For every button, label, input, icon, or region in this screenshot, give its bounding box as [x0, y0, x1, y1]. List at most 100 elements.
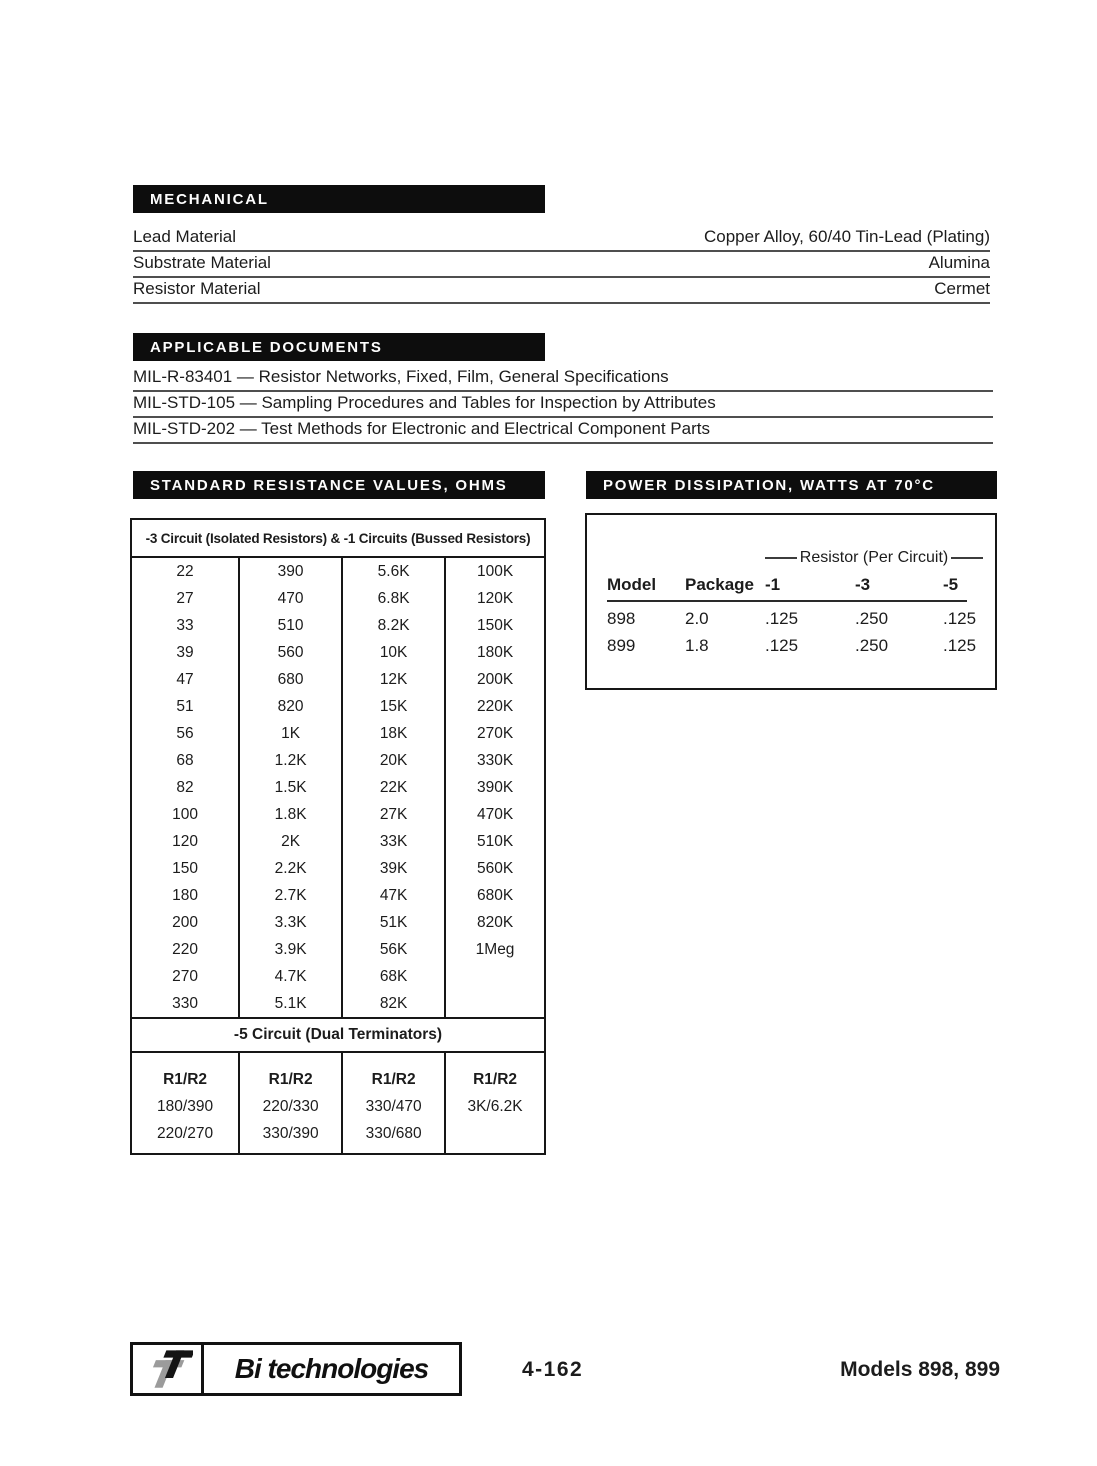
resistance-cell: 8.2K: [341, 612, 446, 639]
resistance-cell: 1K: [238, 720, 343, 747]
span-right-rule: [951, 557, 983, 559]
spec-value: Alumina: [928, 253, 990, 272]
resistance-row: 27 470 6.8K 120K: [132, 585, 544, 612]
resistance-cell: 1.5K: [238, 774, 343, 801]
resistance-row: 22 390 5.6K 100K: [132, 558, 544, 585]
dual-terminator-grid: R1/R2 R1/R2 R1/R2 R1/R2 180/390 220/330 330/4…: [132, 1053, 544, 1153]
applicable-documents-list: MIL-R-83401 — Resistor Networks, Fixed, …: [133, 366, 993, 444]
power-col-header: -5: [943, 575, 959, 594]
power-cell: 1.8: [685, 636, 709, 655]
resistance-cell: 33K: [341, 828, 446, 855]
dual-terminator-head-row: R1/R2 R1/R2 R1/R2 R1/R2: [132, 1053, 544, 1093]
power-dissipation-section-title: POWER DISSIPATION, WATTS AT 70°C: [603, 477, 935, 494]
applicable-documents-section-title: APPLICABLE DOCUMENTS: [150, 339, 383, 356]
power-cell: 898: [607, 609, 636, 628]
resistance-cell: 15K: [341, 693, 446, 720]
spec-label: Resistor Material: [133, 279, 261, 298]
resistance-cell: 51: [176, 697, 194, 715]
resistance-cell: 82K: [341, 990, 446, 1017]
applicable-documents-section-header: APPLICABLE DOCUMENTS: [133, 333, 545, 361]
power-cell: .125: [765, 609, 799, 628]
company-logo-text: Bi technologies: [234, 1353, 429, 1384]
resistance-cell: 18K: [341, 720, 446, 747]
resistance-cell: 180K: [444, 639, 544, 666]
resistance-table-header: -3 Circuit (Isolated Resistors) & -1 Cir…: [132, 520, 544, 558]
span-left-rule: [765, 557, 797, 559]
footer-models: Models 898, 899: [840, 1358, 1000, 1381]
resistance-cell: 510K: [444, 828, 544, 855]
resistance-cell: 680: [238, 666, 343, 693]
resistance-cell: 390K: [444, 774, 544, 801]
standard-resistance-section-header: STANDARD RESISTANCE VALUES, OHMS: [133, 471, 545, 499]
resistance-cell: 150K: [444, 612, 544, 639]
resistor-per-circuit-label: Resistor (Per Circuit): [799, 549, 949, 566]
resistance-cell: 12K: [341, 666, 446, 693]
dual-col-header: R1/R2: [163, 1071, 208, 1088]
resistance-row: 68 1.2K 20K 330K: [132, 747, 544, 774]
resistance-cell: 33: [176, 616, 194, 634]
document-item: MIL-STD-202 — Test Methods for Electroni…: [133, 418, 993, 444]
company-logo: Bi technologies: [130, 1342, 462, 1396]
resistance-row: 82 1.5K 22K 390K: [132, 774, 544, 801]
resistance-table-body: 22 390 5.6K 100K 27 470 6.8K 120K 33 510 8.2K 150K 3…: [132, 558, 544, 1017]
spec-row: Resistor Material Cermet: [133, 278, 990, 304]
spec-label: Lead Material: [133, 227, 237, 246]
spec-value: Cermet: [934, 279, 990, 298]
resistance-cell: 560K: [444, 855, 544, 882]
resistance-cell: 82: [176, 778, 194, 796]
power-cell: .250: [855, 609, 889, 628]
resistance-cell: 39: [176, 643, 194, 661]
resistance-cell: 390: [238, 558, 343, 585]
document-item: MIL-R-83401 — Resistor Networks, Fixed, …: [133, 366, 993, 392]
resistance-row: 200 3.3K 51K 820K: [132, 909, 544, 936]
dual-col-header: R1/R2: [444, 1053, 544, 1093]
dual-cell: 220/330: [238, 1093, 343, 1120]
resistance-cell: 100: [172, 805, 198, 823]
dual-col-header: R1/R2: [238, 1053, 343, 1093]
resistance-cell: 100K: [444, 558, 544, 585]
resistance-cell: 3.3K: [238, 909, 343, 936]
spec-label: Substrate Material: [133, 253, 271, 272]
resistance-cell: 56K: [341, 936, 446, 963]
resistance-cell: 510: [238, 612, 343, 639]
dual-terminator-header: -5 Circuit (Dual Terminators): [132, 1017, 544, 1053]
resistance-cell: 22K: [341, 774, 446, 801]
resistance-cell: 220: [172, 940, 198, 958]
power-col-header: -3: [855, 575, 871, 594]
resistance-cell: 470: [238, 585, 343, 612]
resistance-cell: 27: [176, 589, 194, 607]
resistance-row: 39 560 10K 180K: [132, 639, 544, 666]
resistance-cell: 5.6K: [341, 558, 446, 585]
dual-cell: 330/680: [341, 1120, 446, 1153]
spec-value: Copper Alloy, 60/40 Tin-Lead (Plating): [703, 227, 990, 246]
resistance-row: 220 3.9K 56K 1Meg: [132, 936, 544, 963]
power-cell: .125: [765, 636, 799, 655]
power-header-row: Model Package -1 -3 -5: [607, 575, 967, 602]
resistance-row: 330 5.1K 82K: [132, 990, 544, 1017]
page-number: 4-162: [522, 1358, 584, 1381]
spec-row: Lead Material Copper Alloy, 60/40 Tin-Lea…: [133, 226, 990, 252]
resistance-cell: 4.7K: [238, 963, 343, 990]
power-cell: .250: [855, 636, 889, 655]
resistance-cell: 180: [172, 886, 198, 904]
resistance-cell: 270: [172, 967, 198, 985]
dual-col-header: R1/R2: [341, 1053, 446, 1093]
resistance-cell: 1.2K: [238, 747, 343, 774]
resistance-cell: 68K: [341, 963, 446, 990]
resistance-cell: 1.8K: [238, 801, 343, 828]
resistance-row: 56 1K 18K 270K: [132, 720, 544, 747]
power-col-header: Model: [607, 575, 657, 594]
resistance-cell: 47K: [341, 882, 446, 909]
resistance-table: -3 Circuit (Isolated Resistors) & -1 Cir…: [130, 518, 546, 1155]
power-cell: .125: [943, 636, 977, 655]
resistance-row: 100 1.8K 27K 470K: [132, 801, 544, 828]
resistance-cell: [444, 990, 544, 1017]
resistance-cell: 150: [172, 859, 198, 877]
resistance-cell: 20K: [341, 747, 446, 774]
dual-cell: 220/270: [157, 1124, 214, 1142]
resistance-cell: 820K: [444, 909, 544, 936]
document-item: MIL-STD-105 — Sampling Procedures and Ta…: [133, 392, 993, 418]
power-span-row: Resistor (Per Circuit): [607, 549, 983, 567]
resistance-cell: 560: [238, 639, 343, 666]
